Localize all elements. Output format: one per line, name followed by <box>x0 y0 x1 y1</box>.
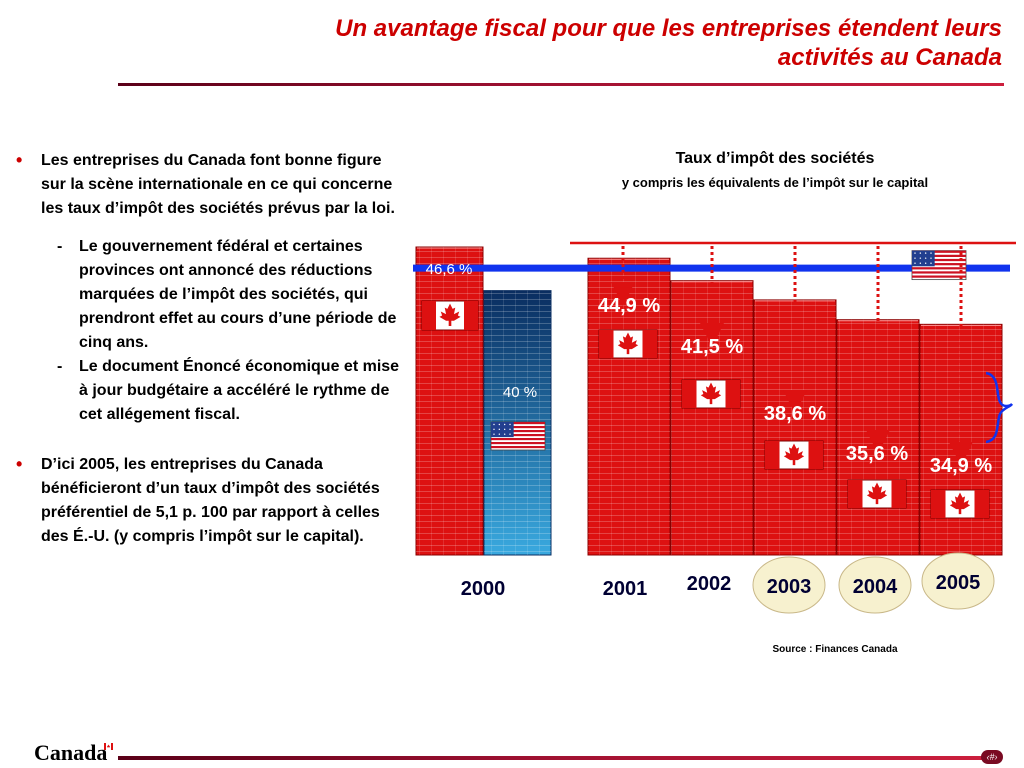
value-label: 40 % <box>503 384 537 401</box>
footer-divider <box>118 756 988 760</box>
value-label: 41,5 % <box>681 336 743 358</box>
canada-flag-icon <box>421 300 479 331</box>
year-highlight <box>752 556 826 614</box>
bullet-text: D’ici 2005, les entreprises du Canada bé… <box>41 456 380 545</box>
bullet-marker: • <box>16 150 23 170</box>
sub-list: - Le gouvernement fédéral et certaines p… <box>14 235 402 427</box>
canada-flag-icon <box>930 489 990 519</box>
canada-flag-icon <box>681 379 741 409</box>
bullet-item: • D’ici 2005, les entreprises du Canada … <box>14 453 402 549</box>
source-note: Source : Finances Canada <box>772 644 898 655</box>
dash-marker: - <box>57 238 63 255</box>
canada-flag-icon <box>764 440 824 470</box>
value-label: 34,9 % <box>930 455 992 477</box>
bar-2000-canada <box>415 246 484 556</box>
title-divider <box>118 83 1004 86</box>
sub-item: - Le gouvernement fédéral et certaines p… <box>14 235 402 355</box>
chart-subtitle: y compris les équivalents de l’impôt sur… <box>621 175 929 190</box>
sub-item: - Le document Énoncé économique et mise … <box>14 355 402 427</box>
year-label-2003: 2003 <box>767 576 812 598</box>
year-highlight <box>921 552 995 610</box>
year-highlight <box>838 556 912 614</box>
value-label: 44,9 % <box>598 295 660 317</box>
slide-title: Un avantage fiscal pour que les entrepri… <box>335 15 1002 71</box>
text-panel: • Les entreprises du Canada font bonne f… <box>14 149 402 549</box>
canada-flag-icon <box>598 329 658 359</box>
gap-brace <box>985 371 1014 444</box>
sub-text: Le document Énoncé économique et mise à … <box>79 358 400 423</box>
wordmark-flag-icon <box>104 743 113 750</box>
canada-wordmark: Canada <box>34 740 108 765</box>
sub-text: Le gouvernement fédéral et certaines pro… <box>79 238 397 351</box>
year-label-2002: 2002 <box>687 573 732 595</box>
year-label-2001: 2001 <box>603 578 648 600</box>
canada-flag-icon <box>847 479 907 509</box>
dash-marker: - <box>57 358 63 375</box>
page-number-badge: ‹#› <box>981 750 1003 764</box>
chart-title: Taux d’impôt des sociétés <box>675 150 875 167</box>
bar-2002-canada <box>670 280 754 556</box>
us-flag-icon <box>490 421 546 451</box>
us-flag-icon <box>911 250 967 281</box>
value-label: 38,6 % <box>764 403 826 425</box>
bullet-item: • Les entreprises du Canada font bonne f… <box>14 149 402 221</box>
year-label-2005: 2005 <box>936 572 981 594</box>
value-label: 35,6 % <box>846 443 908 465</box>
year-label-2000: 2000 <box>461 578 506 600</box>
year-label-2004: 2004 <box>853 576 898 598</box>
us-rate-line <box>413 264 1010 272</box>
value-label: 46,6 % <box>426 261 473 278</box>
bullet-marker: • <box>16 454 23 474</box>
bullet-text: Les entreprises du Canada font bonne fig… <box>41 152 395 217</box>
